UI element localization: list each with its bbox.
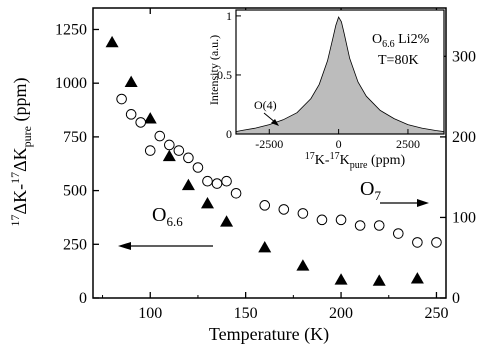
triangle-point [143,112,157,124]
triangle-point [181,178,195,191]
inset-arrow [263,112,279,126]
triangle-point [372,274,386,286]
circle-point [431,237,442,248]
triangle-point [258,241,272,253]
inset-x-tick-label: 0 [336,137,342,151]
circle-point [297,208,309,219]
circle-point [335,214,347,226]
y-left-tick-label: 1000 [55,75,87,92]
circle-point [116,93,127,105]
y-left-tick-label: 500 [63,183,87,200]
inset-legend-line2: T=80K [378,53,419,68]
triangle-point [162,149,176,162]
inset-x-tick-label: 2500 [396,137,420,151]
x-tick-label: 200 [329,305,353,322]
y-right-tick-label: 200 [452,129,476,146]
circle-point [392,228,404,239]
circle-point [316,214,328,226]
y-axis-title: 17ΔK-17ΔKpure (ppm) [8,78,34,227]
circle-point [354,220,366,231]
x-tick-label: 150 [234,305,258,322]
inset-y-tick-label: 0 [226,127,232,141]
inset-y-title: Intensity (a.u.) [207,35,221,105]
y-left-tick-label: 750 [63,129,87,146]
triangle-point [410,272,424,284]
inset-tick-labels: -2500 0 2500 0 0.5 1 [217,9,420,151]
circle-point [221,175,232,187]
circle-point [183,152,194,164]
circle-point [373,220,385,231]
y-left-tick-label: 250 [63,236,87,253]
circle-point [211,178,223,189]
circle-point [144,145,156,156]
inset-y-tick-label: 0.5 [217,68,232,82]
triangle-point [334,273,348,285]
inset-legend-line1: O6.6 Li2% [372,32,430,50]
inset-ticks [236,15,409,135]
circle-point [259,200,271,211]
x-axis-title: Temperature (K) [209,324,329,345]
inset-y-tick-label: 1 [226,9,232,23]
circle-point [125,109,137,120]
y-right-tick-label: 100 [452,209,476,226]
circle-point [202,175,213,187]
circle-point [230,187,242,199]
circle-point [412,237,423,248]
inset-x-title: 17K-17Kpure (ppm) [305,151,406,171]
inset-arrow-label: O(4) [254,98,277,112]
y-left-tick-label: 1250 [55,21,87,38]
circle-point [192,162,204,173]
triangle-point [296,259,310,271]
circle-point [135,117,147,128]
y-right-tick-label: 0 [452,290,460,307]
triangle-point [220,215,234,227]
circle-series [116,93,442,248]
arrow-right [380,199,429,207]
y-right-tick-label: 300 [452,48,476,65]
inset-x-tick-label: -2500 [255,137,283,151]
x-tick-label: 100 [138,305,162,322]
label-o7: O7 [360,178,381,203]
circle-point [164,139,175,151]
triangle-point [105,35,119,48]
inset-frame [235,9,445,135]
triangle-point [200,196,214,209]
x-tick-label: 250 [424,305,448,322]
triangle-point [124,75,138,87]
y-left-tick-label: 0 [79,290,87,307]
triangle-series [105,35,424,286]
main-plot-frame [92,7,447,299]
inset-area-fill [235,16,445,135]
label-o66: O6.6 [152,204,183,229]
arrow-left [118,242,213,250]
circle-point [173,145,185,156]
circle-point [154,130,166,142]
circle-point [278,204,290,215]
